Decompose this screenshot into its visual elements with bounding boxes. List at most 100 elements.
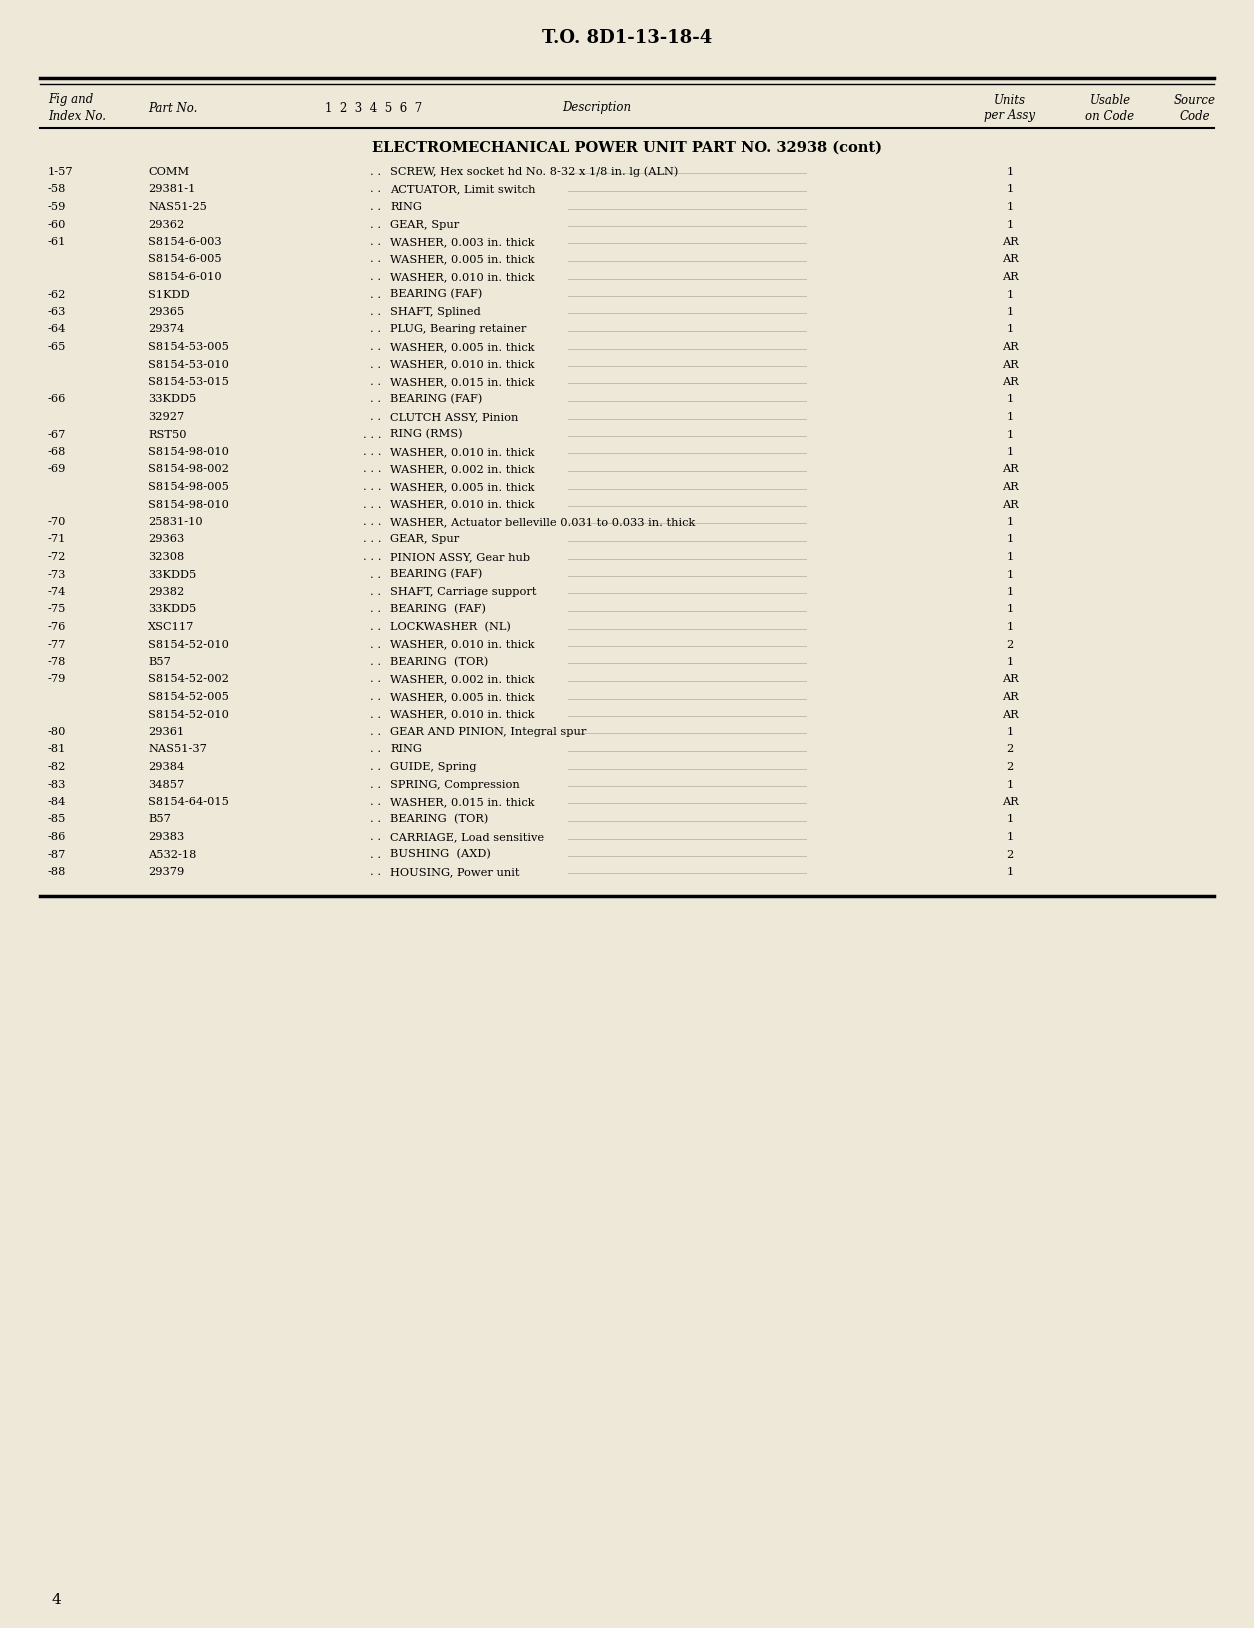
Text: ................................................................................: ........................................… (568, 187, 808, 194)
Text: ................................................................................: ........................................… (568, 765, 808, 770)
Text: -60: -60 (48, 220, 66, 230)
Text: 29365: 29365 (148, 308, 184, 317)
Text: BUSHING  (AXD): BUSHING (AXD) (390, 850, 490, 860)
Text: 29361: 29361 (148, 728, 184, 737)
Text: BEARING  (TOR): BEARING (TOR) (390, 814, 488, 825)
Text: . .: . . (370, 798, 385, 807)
Text: 1: 1 (1007, 168, 1013, 177)
Text: WASHER, 0.015 in. thick: WASHER, 0.015 in. thick (390, 798, 534, 807)
Text: ................................................................................: ........................................… (568, 871, 808, 876)
Text: ................................................................................: ........................................… (568, 293, 808, 298)
Text: WASHER, 0.003 in. thick: WASHER, 0.003 in. thick (390, 238, 534, 247)
Text: . .: . . (370, 692, 385, 702)
Text: RING: RING (390, 202, 423, 212)
Text: 2: 2 (1007, 762, 1013, 772)
Text: 1: 1 (1007, 448, 1013, 457)
Text: SHAFT, Splined: SHAFT, Splined (390, 308, 480, 317)
Text: ACTUATOR, Limit switch: ACTUATOR, Limit switch (390, 184, 535, 194)
Text: ................................................................................: ........................................… (568, 397, 808, 404)
Text: WASHER, 0.002 in. thick: WASHER, 0.002 in. thick (390, 464, 534, 474)
Text: ................................................................................: ........................................… (568, 661, 808, 666)
Text: 29381-1: 29381-1 (148, 184, 196, 194)
Text: 2: 2 (1007, 850, 1013, 860)
Text: . .: . . (370, 324, 385, 334)
Text: ................................................................................: ........................................… (568, 835, 808, 840)
Text: -74: -74 (48, 588, 66, 597)
Text: 29384: 29384 (148, 762, 184, 772)
Text: GEAR AND PINION, Integral spur: GEAR AND PINION, Integral spur (390, 728, 587, 737)
Text: ................................................................................: ........................................… (568, 205, 808, 210)
Text: ................................................................................: ........................................… (568, 747, 808, 754)
Text: ................................................................................: ........................................… (568, 625, 808, 630)
Text: 1: 1 (1007, 622, 1013, 632)
Text: NAS51-37: NAS51-37 (148, 744, 207, 754)
Text: -88: -88 (48, 868, 66, 877)
Text: -58: -58 (48, 184, 66, 194)
Text: ................................................................................: ........................................… (568, 467, 808, 474)
Text: B57: B57 (148, 658, 171, 667)
Text: 1: 1 (1007, 394, 1013, 404)
Text: -68: -68 (48, 448, 66, 457)
Text: NAS51-25: NAS51-25 (148, 202, 207, 212)
Text: 1: 1 (1007, 518, 1013, 527)
Text: PLUG, Bearing retainer: PLUG, Bearing retainer (390, 324, 527, 334)
Text: GUIDE, Spring: GUIDE, Spring (390, 762, 477, 772)
Text: . . .: . . . (362, 448, 385, 457)
Text: 1: 1 (1007, 728, 1013, 737)
Text: T.O. 8D1-13-18-4: T.O. 8D1-13-18-4 (542, 29, 712, 47)
Text: WASHER, 0.010 in. thick: WASHER, 0.010 in. thick (390, 500, 534, 510)
Text: 1: 1 (1007, 324, 1013, 334)
Text: 1: 1 (1007, 658, 1013, 667)
Text: -70: -70 (48, 518, 66, 527)
Text: ................................................................................: ........................................… (568, 853, 808, 858)
Text: . . .: . . . (362, 430, 385, 440)
Text: -81: -81 (48, 744, 66, 754)
Text: S8154-53-005: S8154-53-005 (148, 342, 229, 352)
Text: ................................................................................: ........................................… (568, 275, 808, 280)
Text: -69: -69 (48, 464, 66, 474)
Text: 1: 1 (1007, 412, 1013, 422)
Text: CLUTCH ASSY, Pinion: CLUTCH ASSY, Pinion (390, 412, 518, 422)
Text: 25831-10: 25831-10 (148, 518, 203, 527)
Text: -80: -80 (48, 728, 66, 737)
Text: 1: 1 (1007, 202, 1013, 212)
Text: SHAFT, Carriage support: SHAFT, Carriage support (390, 588, 537, 597)
Text: Fig and
Index No.: Fig and Index No. (48, 93, 107, 122)
Text: ................................................................................: ........................................… (568, 381, 808, 386)
Text: . .: . . (370, 220, 385, 230)
Text: ................................................................................: ........................................… (568, 713, 808, 718)
Text: 1: 1 (1007, 184, 1013, 194)
Text: 1: 1 (1007, 552, 1013, 562)
Text: . .: . . (370, 850, 385, 860)
Text: . .: . . (370, 814, 385, 824)
Text: S8154-52-005: S8154-52-005 (148, 692, 229, 702)
Text: -66: -66 (48, 394, 66, 404)
Text: 4: 4 (51, 1594, 61, 1607)
Text: . .: . . (370, 168, 385, 177)
Text: -84: -84 (48, 798, 66, 807)
Text: ................................................................................: ........................................… (568, 801, 808, 806)
Text: COMM: COMM (148, 168, 189, 177)
Text: ................................................................................: ........................................… (568, 817, 808, 824)
Text: . .: . . (370, 658, 385, 667)
Text: S8154-6-003: S8154-6-003 (148, 238, 222, 247)
Text: ................................................................................: ........................................… (568, 363, 808, 368)
Text: ................................................................................: ........................................… (568, 503, 808, 508)
Text: ................................................................................: ........................................… (568, 415, 808, 420)
Text: -61: -61 (48, 238, 66, 247)
Text: . .: . . (370, 238, 385, 247)
Text: 29362: 29362 (148, 220, 184, 230)
Text: ................................................................................: ........................................… (568, 537, 808, 544)
Text: 32308: 32308 (148, 552, 184, 562)
Text: . .: . . (370, 710, 385, 720)
Text: 1: 1 (1007, 814, 1013, 824)
Text: ................................................................................: ........................................… (568, 695, 808, 700)
Text: SCREW, Hex socket hd No. 8-32 x 1/8 in. lg (ALN): SCREW, Hex socket hd No. 8-32 x 1/8 in. … (390, 166, 678, 177)
Text: ................................................................................: ........................................… (568, 643, 808, 648)
Text: ................................................................................: ........................................… (568, 257, 808, 264)
Text: ................................................................................: ........................................… (568, 327, 808, 334)
Text: AR: AR (1002, 798, 1018, 807)
Text: ................................................................................: ........................................… (568, 345, 808, 350)
Text: . .: . . (370, 744, 385, 754)
Text: Usable
on Code: Usable on Code (1086, 93, 1135, 122)
